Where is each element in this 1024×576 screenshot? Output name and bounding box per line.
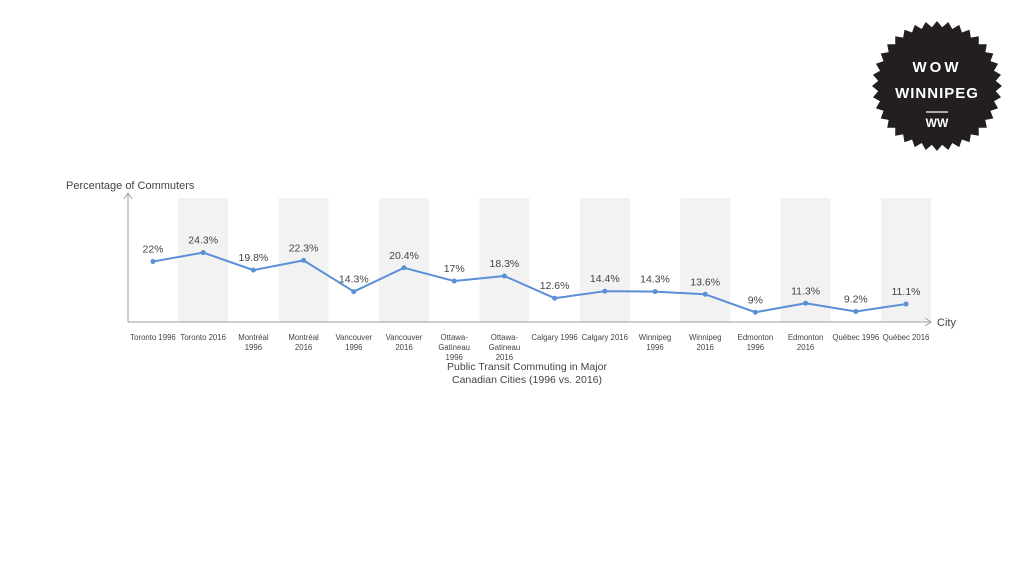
- data-label: 17%: [444, 263, 465, 275]
- data-point: [602, 288, 608, 294]
- x-tick-label: Ottawa-Gatineau 2016: [489, 333, 521, 362]
- data-point: [401, 265, 407, 271]
- data-label: 24.3%: [188, 235, 218, 247]
- data-label: 14.4%: [590, 273, 620, 285]
- x-tick-label: Toronto 2016: [180, 333, 226, 342]
- data-label: 22%: [142, 244, 163, 256]
- x-tick-label: Vancouver 2016: [386, 333, 423, 352]
- data-label: 14.3%: [339, 274, 369, 286]
- data-point: [853, 308, 859, 314]
- data-label: 19.8%: [239, 252, 269, 264]
- data-label: 9%: [748, 294, 763, 306]
- data-label: 20.4%: [389, 250, 419, 262]
- data-point: [451, 278, 457, 284]
- x-tick-label: Montréal 1996: [238, 333, 269, 352]
- x-tick-label: Winnipeg 1996: [639, 333, 672, 352]
- x-tick-label: Ottawa-Gatineau 1996: [438, 333, 470, 362]
- data-label: 14.3%: [640, 274, 670, 286]
- badge-mark: WW: [926, 116, 949, 130]
- data-point: [301, 257, 307, 263]
- data-point: [803, 300, 809, 306]
- data-point: [501, 273, 507, 279]
- data-point: [752, 309, 758, 315]
- data-point: [702, 291, 708, 297]
- axes: [123, 192, 932, 327]
- wow-winnipeg-logo: WOW WINNIPEG WW: [872, 21, 1002, 151]
- data-label: 11.3%: [791, 285, 820, 297]
- badge-line1: WOW: [913, 59, 962, 76]
- data-point: [150, 259, 156, 265]
- x-tick-label: Calgary 1996: [531, 333, 577, 342]
- series-line: [152, 251, 907, 314]
- band-11: [680, 198, 731, 322]
- data-label: 18.3%: [490, 258, 520, 270]
- data-label: 12.6%: [540, 280, 570, 292]
- x-axis-arrow: [924, 317, 932, 327]
- x-tick-label: Montréal 2016: [288, 333, 319, 352]
- data-point: [552, 295, 558, 301]
- band-5: [379, 198, 429, 322]
- data-point: [351, 289, 357, 295]
- x-tick-label: Winnipeg 2016: [689, 333, 722, 352]
- chart-title: Public Transit Commuting in Major Canadia…: [447, 361, 607, 386]
- data-label: 9.2%: [844, 293, 868, 305]
- data-point: [250, 267, 256, 273]
- data-point: [200, 250, 206, 256]
- x-tick-label: Toronto 1996: [130, 333, 176, 342]
- background-bands: [178, 198, 931, 322]
- data-point: [903, 301, 909, 307]
- data-label: 11.1%: [892, 286, 921, 298]
- y-axis-arrow: [123, 192, 133, 200]
- x-tick-label: Edmonton 2016: [788, 333, 824, 352]
- band-1: [178, 198, 229, 322]
- data-labels: 22% 24.3% 19.8% 22.3% 14.3% 20.4% 17% 18.3% 12.6…: [142, 235, 920, 307]
- data-point: [652, 289, 658, 295]
- badge-line2: WINNIPEG: [895, 85, 979, 102]
- x-tick-label: Québec 1996: [832, 333, 879, 342]
- x-tick-label: Québec 2016: [883, 333, 930, 342]
- x-tick-label: Calgary 2016: [582, 333, 628, 342]
- band-9: [579, 198, 630, 322]
- badge-seal-shape: [872, 21, 1002, 151]
- data-label: 22.3%: [289, 242, 319, 254]
- band-7: [479, 198, 530, 322]
- data-points: [150, 250, 909, 315]
- data-label: 13.6%: [690, 276, 720, 288]
- x-tick-label: Vancouver 1996: [335, 333, 372, 352]
- band-15: [881, 198, 931, 322]
- x-tick-labels: Toronto 1996 Toronto 2016 Montréal 1996 Mont…: [130, 333, 929, 362]
- y-axis-label: Percentage of Commuters: [66, 180, 195, 192]
- x-tick-label: Edmonton 1996: [738, 333, 774, 352]
- x-axis-label: City: [937, 317, 956, 329]
